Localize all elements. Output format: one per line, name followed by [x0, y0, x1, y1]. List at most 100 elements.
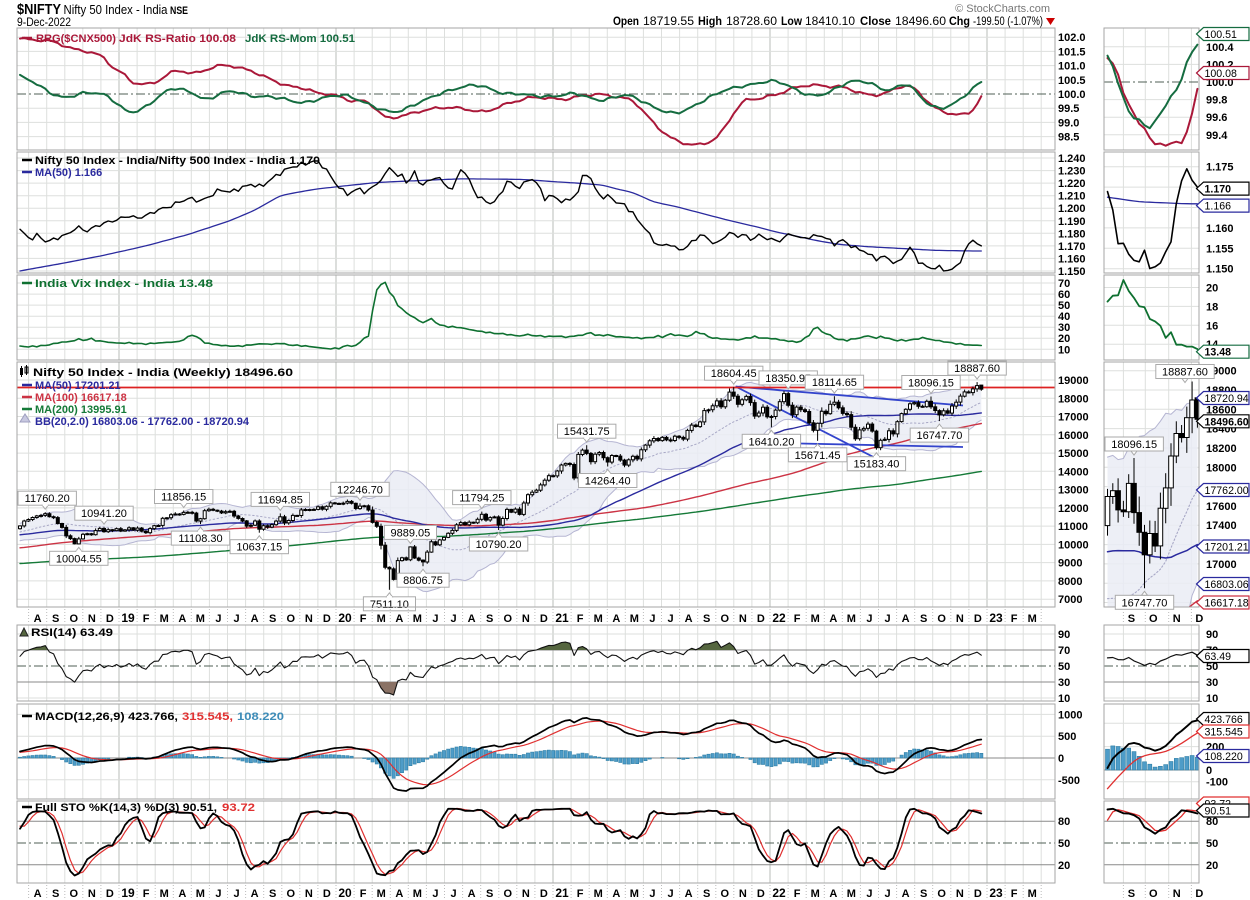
- svg-text:18728.60: 18728.60: [726, 16, 777, 28]
- svg-text:1.155: 1.155: [1206, 243, 1234, 255]
- svg-text:N: N: [739, 888, 747, 900]
- svg-text:M: M: [811, 613, 820, 625]
- svg-text:1.150: 1.150: [1058, 266, 1086, 278]
- svg-text:0: 0: [1058, 753, 1064, 765]
- svg-text:M: M: [630, 613, 639, 625]
- svg-text:A: A: [468, 888, 476, 900]
- svg-text:O: O: [504, 613, 513, 625]
- svg-text:F: F: [577, 888, 584, 900]
- svg-text:13000: 13000: [1058, 485, 1089, 497]
- svg-text:40: 40: [1058, 311, 1070, 323]
- svg-text:20: 20: [1206, 860, 1218, 872]
- svg-text:16: 16: [1206, 320, 1218, 332]
- svg-text:13.48: 13.48: [1205, 347, 1232, 359]
- svg-text:Chg: Chg: [949, 16, 970, 28]
- svg-text:14264.40: 14264.40: [585, 476, 631, 488]
- svg-text:J: J: [649, 888, 655, 900]
- svg-text:F: F: [577, 613, 584, 625]
- svg-text:17762.00: 17762.00: [1205, 485, 1249, 497]
- svg-text:N: N: [1173, 613, 1181, 625]
- svg-text:J: J: [450, 613, 456, 625]
- svg-text:19: 19: [121, 886, 135, 900]
- svg-text:Nifty 50 Index - India: Nifty 50 Index - India: [64, 3, 168, 17]
- svg-text:N: N: [522, 613, 530, 625]
- svg-text:10000: 10000: [1058, 539, 1089, 551]
- svg-text:18496.60: 18496.60: [895, 16, 946, 28]
- svg-text:60: 60: [1058, 289, 1070, 301]
- svg-text:22: 22: [772, 886, 786, 900]
- svg-text:O: O: [721, 888, 730, 900]
- svg-text:RSI(14) 63.49: RSI(14) 63.49: [31, 627, 113, 639]
- svg-text:-199.50 (-1.07%): -199.50 (-1.07%): [973, 16, 1043, 28]
- svg-text:A: A: [685, 613, 693, 625]
- svg-text:RRG($CNX500): RRG($CNX500): [36, 33, 116, 45]
- svg-text:MA(200) 13995.91: MA(200) 13995.91: [35, 404, 127, 416]
- svg-text:23: 23: [989, 886, 1003, 900]
- svg-text:18496.60: 18496.60: [1205, 416, 1249, 428]
- svg-text:100.51: 100.51: [1205, 29, 1238, 41]
- svg-text:10: 10: [1058, 344, 1070, 356]
- svg-text:O: O: [721, 613, 730, 625]
- svg-text:10637.15: 10637.15: [236, 542, 282, 554]
- svg-text:High: High: [698, 16, 722, 28]
- svg-text:F: F: [360, 888, 367, 900]
- svg-text:22: 22: [772, 611, 786, 625]
- svg-text:A: A: [395, 888, 403, 900]
- svg-text:99.5: 99.5: [1058, 103, 1079, 115]
- svg-text:-500: -500: [1058, 775, 1080, 787]
- svg-text:93.72: 93.72: [222, 802, 255, 814]
- svg-text:M: M: [847, 613, 856, 625]
- svg-text:M: M: [630, 888, 639, 900]
- svg-text:J: J: [866, 613, 872, 625]
- svg-text:Nifty 50 Index - India/Nifty 5: Nifty 50 Index - India/Nifty 500 Index -…: [35, 155, 320, 167]
- svg-text:O: O: [70, 888, 79, 900]
- svg-text:O: O: [937, 888, 946, 900]
- svg-text:18410.10: 18410.10: [805, 16, 855, 28]
- svg-text:S: S: [1128, 613, 1135, 625]
- svg-text:M: M: [160, 888, 169, 900]
- svg-text:7511.10: 7511.10: [370, 599, 409, 611]
- svg-text:12246.70: 12246.70: [337, 484, 383, 496]
- svg-text:18: 18: [1206, 301, 1218, 313]
- svg-text:1.220: 1.220: [1058, 178, 1086, 190]
- svg-text:18200: 18200: [1206, 443, 1237, 455]
- svg-text:11760.20: 11760.20: [25, 493, 70, 505]
- svg-text:J: J: [649, 613, 655, 625]
- svg-text:M: M: [413, 613, 422, 625]
- svg-text:99.4: 99.4: [1206, 130, 1228, 142]
- svg-text:N: N: [1173, 888, 1181, 900]
- svg-text:M: M: [196, 613, 205, 625]
- svg-text:Open: Open: [613, 16, 639, 28]
- svg-text:J: J: [432, 613, 438, 625]
- svg-text:S: S: [486, 888, 493, 900]
- svg-text:JdK RS-Ratio 100.08: JdK RS-Ratio 100.08: [119, 33, 236, 45]
- svg-text:100.5: 100.5: [1058, 75, 1086, 87]
- svg-text:11108.30: 11108.30: [178, 533, 222, 545]
- svg-text:1.160: 1.160: [1058, 253, 1086, 265]
- svg-text:315.545: 315.545: [1205, 727, 1243, 739]
- svg-text:1.150: 1.150: [1206, 264, 1234, 276]
- svg-text:1000: 1000: [1058, 709, 1082, 721]
- svg-text:63.49: 63.49: [1205, 651, 1232, 663]
- svg-text:F: F: [143, 613, 150, 625]
- svg-text:1.210: 1.210: [1058, 191, 1086, 203]
- svg-text:16000: 16000: [1058, 430, 1089, 442]
- svg-text:108.220: 108.220: [237, 711, 284, 723]
- svg-text:D: D: [757, 613, 765, 625]
- svg-text:1.230: 1.230: [1058, 166, 1086, 178]
- svg-text:100.08: 100.08: [1205, 68, 1238, 80]
- svg-text:100.4: 100.4: [1206, 42, 1234, 54]
- svg-text:N: N: [88, 888, 96, 900]
- svg-text:90.51: 90.51: [1205, 806, 1232, 818]
- svg-text:18096.15: 18096.15: [908, 378, 954, 390]
- svg-text:50: 50: [1206, 661, 1218, 673]
- svg-text:11794.25: 11794.25: [459, 493, 504, 505]
- svg-text:A: A: [829, 613, 837, 625]
- svg-text:O: O: [937, 613, 946, 625]
- svg-text:MACD(12,26,9) 423.766,: MACD(12,26,9) 423.766,: [35, 711, 178, 723]
- svg-text:18000: 18000: [1206, 462, 1237, 474]
- svg-text:© StockCharts.com: © StockCharts.com: [955, 3, 1050, 15]
- svg-text:20: 20: [1058, 333, 1070, 345]
- svg-text:98.5: 98.5: [1058, 132, 1079, 144]
- svg-text:1.160: 1.160: [1206, 223, 1234, 235]
